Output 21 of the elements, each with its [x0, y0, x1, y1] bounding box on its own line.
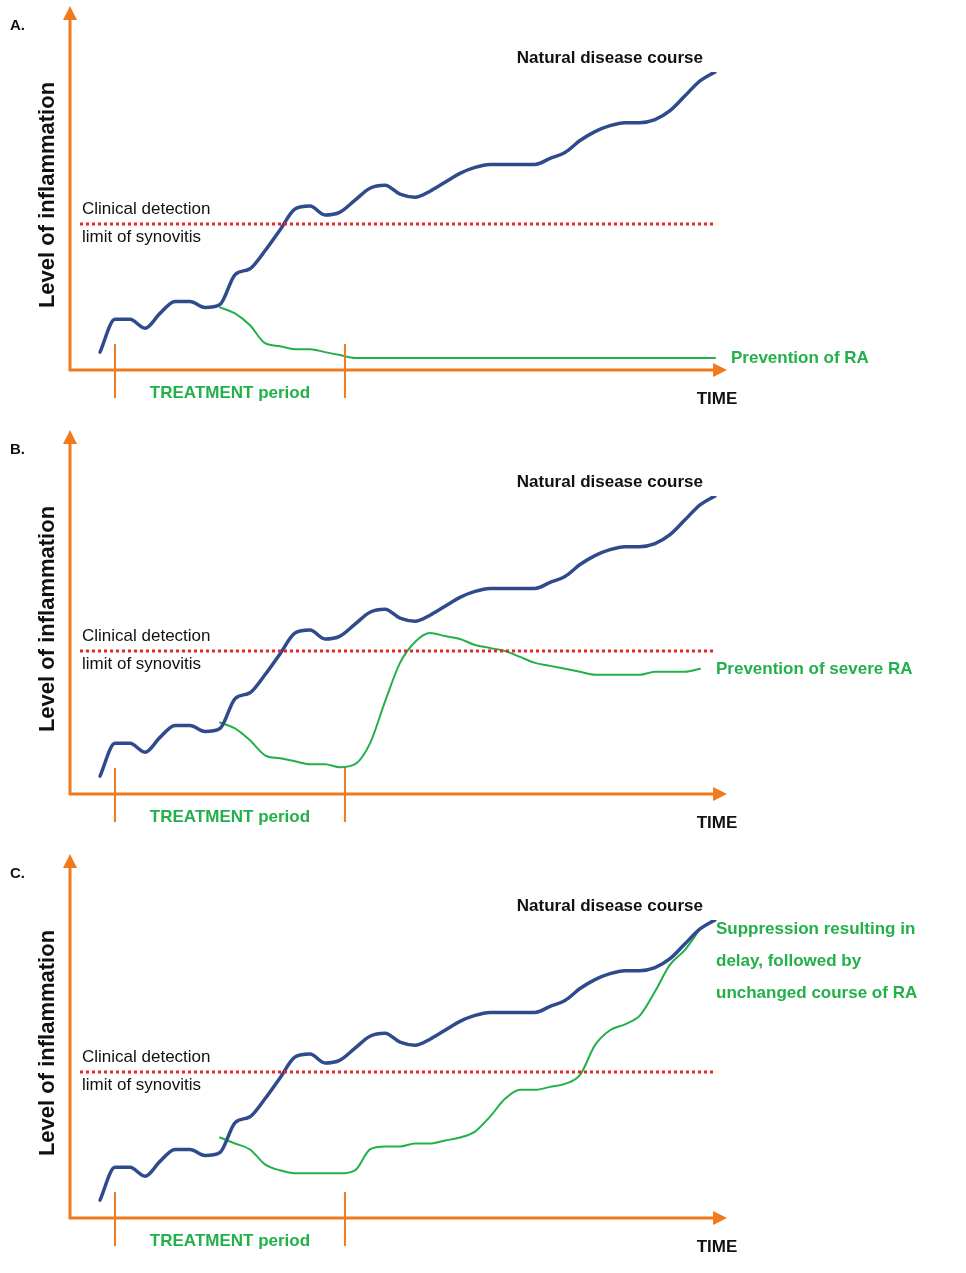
y-axis-title: Level of inflammation	[34, 505, 59, 733]
text: TREATMENT period	[149, 1231, 311, 1250]
text: TREATMENT period	[149, 383, 311, 402]
series-label: Suppression resulting in delay, followed by unchanged course of RA	[716, 918, 918, 1002]
x-axis-title: TIME	[696, 389, 738, 408]
ref-line-label: Clinical detection limit of synovitis	[82, 1046, 211, 1094]
series-label: Prevention of RA	[731, 347, 869, 367]
y-axis-title: Level of inflammation	[34, 81, 59, 309]
ref-line-label: Clinical detection limit of synovitis	[82, 625, 211, 673]
series-label: Natural disease course	[516, 895, 703, 915]
series-label: Natural disease course	[516, 471, 703, 491]
series-label: Natural disease course	[516, 47, 703, 67]
chart-title: C.	[10, 864, 25, 881]
chart-title: B.	[10, 440, 25, 457]
text: TREATMENT period	[149, 807, 311, 826]
x-axis-title: TIME	[696, 1237, 738, 1256]
y-axis-title: Level of inflammation	[34, 929, 59, 1157]
chart-title: A.	[10, 16, 25, 33]
ref-line-label: Clinical detection limit of synovitis	[82, 198, 211, 246]
series-label: Prevention of severe RA	[716, 658, 913, 678]
x-axis-title: TIME	[696, 813, 738, 832]
